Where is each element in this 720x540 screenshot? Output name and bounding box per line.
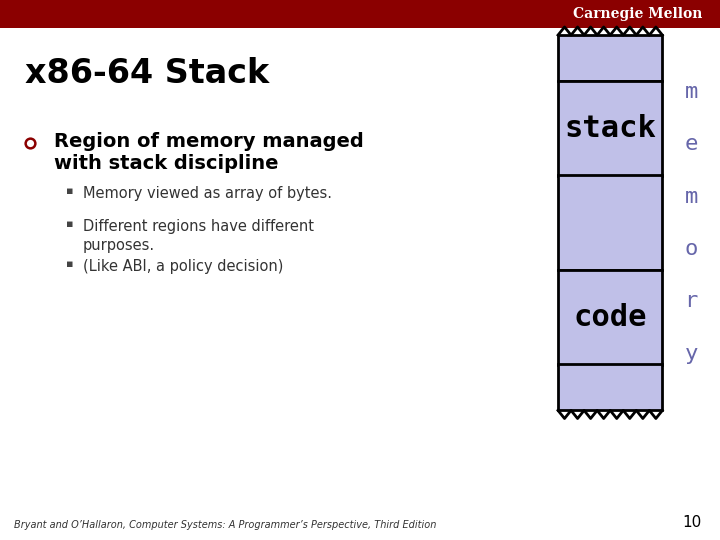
Text: m: m	[685, 82, 698, 102]
Text: Bryant and O’Hallaron, Computer Systems: A Programmer’s Perspective, Third Editi: Bryant and O’Hallaron, Computer Systems:…	[14, 520, 437, 530]
Text: o: o	[685, 239, 698, 259]
Text: e: e	[685, 134, 698, 154]
Bar	[558, 81, 662, 176]
Text: x86-64 Stack: x86-64 Stack	[25, 57, 269, 90]
Text: ▪: ▪	[66, 186, 73, 197]
Bar	[0, 0, 720, 28]
Text: Different regions have different
purposes.: Different regions have different purpose…	[83, 219, 314, 253]
Bar	[558, 176, 662, 270]
Text: with stack discipline: with stack discipline	[54, 154, 279, 173]
Text: code: code	[573, 303, 647, 332]
Text: Memory viewed as array of bytes.: Memory viewed as array of bytes.	[83, 186, 332, 201]
Text: Region of memory managed: Region of memory managed	[54, 132, 364, 151]
Text: ▪: ▪	[66, 219, 73, 229]
Text: r: r	[685, 291, 698, 312]
Bar	[558, 270, 662, 364]
Text: (Like ABI, a policy decision): (Like ABI, a policy decision)	[83, 259, 283, 274]
Bar	[558, 364, 662, 410]
Text: 10: 10	[683, 515, 702, 530]
Text: y: y	[685, 343, 698, 364]
Text: m: m	[685, 186, 698, 207]
Text: Carnegie Mellon: Carnegie Mellon	[572, 7, 702, 21]
Text: ▪: ▪	[66, 259, 73, 269]
Text: stack: stack	[564, 114, 656, 143]
Bar	[558, 35, 662, 81]
